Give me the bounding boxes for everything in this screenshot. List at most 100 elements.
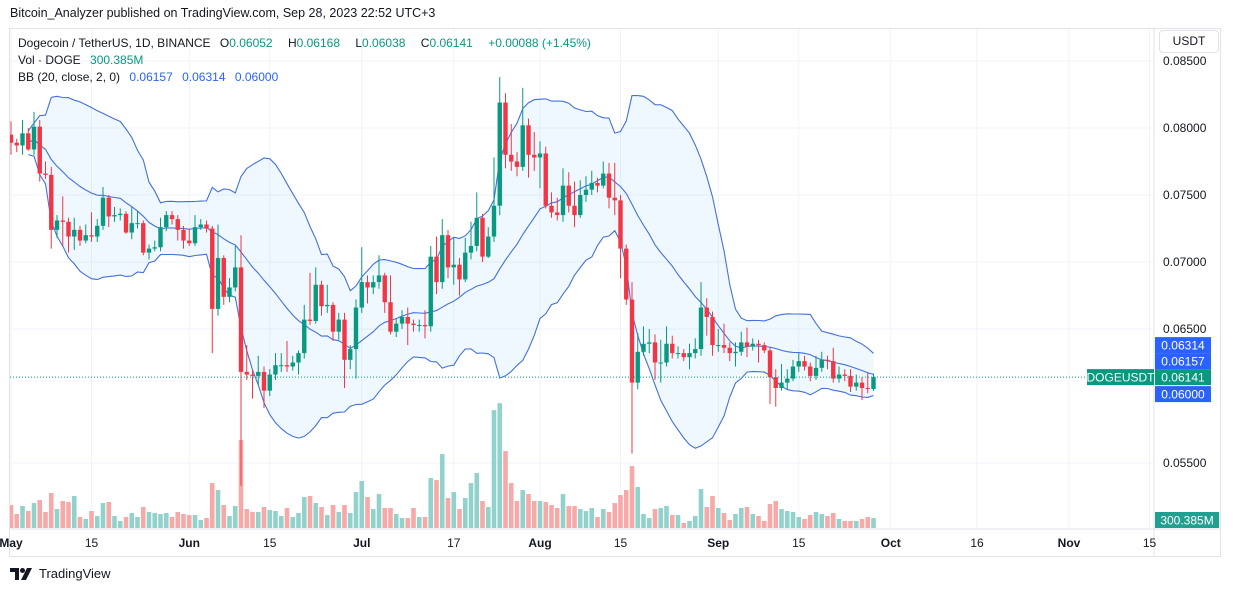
high-label: H bbox=[287, 36, 297, 50]
candle bbox=[463, 237, 468, 283]
candle-body bbox=[296, 353, 301, 363]
candle-body bbox=[520, 125, 525, 167]
volume-bar bbox=[462, 498, 468, 528]
candle bbox=[371, 275, 376, 295]
candle-body bbox=[624, 248, 629, 300]
volume-bar bbox=[342, 505, 347, 528]
candle bbox=[434, 236, 439, 295]
candle bbox=[10, 121, 14, 155]
volume-bar bbox=[278, 516, 284, 528]
candle-body bbox=[284, 365, 290, 367]
volume-bar bbox=[733, 514, 738, 528]
candle-body bbox=[474, 217, 479, 246]
volume-bar bbox=[123, 517, 129, 528]
change-value: +0.00088 (+1.45%) bbox=[488, 36, 591, 50]
candle-body bbox=[100, 197, 106, 226]
candle bbox=[146, 244, 152, 260]
candle bbox=[66, 217, 71, 253]
candle-body bbox=[572, 205, 577, 216]
candle-body bbox=[238, 267, 244, 372]
volume-bar bbox=[520, 490, 526, 528]
bb-label[interactable]: BB (20, close, 2, 0) bbox=[18, 70, 121, 84]
candle bbox=[491, 157, 497, 242]
volume-bar bbox=[169, 517, 175, 528]
volume-bar bbox=[738, 508, 744, 528]
volume-bar bbox=[71, 496, 77, 528]
candle-body bbox=[790, 366, 796, 379]
candle-body bbox=[721, 345, 727, 348]
candle-body bbox=[72, 229, 77, 237]
candle-body bbox=[675, 353, 681, 355]
candle bbox=[744, 327, 750, 358]
candle-body bbox=[198, 224, 203, 228]
candle bbox=[411, 319, 416, 332]
volume-label[interactable]: Vol · DOGE bbox=[18, 53, 81, 67]
time-tick-label: 15 bbox=[263, 536, 277, 550]
volume-price-label: 300.385M bbox=[1160, 513, 1213, 527]
candle bbox=[215, 224, 221, 316]
candle bbox=[739, 331, 744, 356]
price-axis: 0.08500 0.08000 0.07500 0.07000 0.06500 0.055… bbox=[1163, 54, 1207, 470]
candle bbox=[716, 329, 721, 352]
candle-body bbox=[175, 219, 180, 230]
candle bbox=[273, 353, 278, 380]
volume-bar bbox=[750, 514, 756, 528]
volume-bar bbox=[267, 510, 273, 528]
bb-upper-line bbox=[27, 95, 874, 354]
volume-bar bbox=[359, 481, 365, 528]
price-tick-label: 0.05500 bbox=[1163, 456, 1207, 470]
volume-bar bbox=[618, 495, 623, 528]
volume-bar bbox=[209, 483, 215, 528]
volume-bar bbox=[652, 509, 658, 528]
volume-bar bbox=[204, 518, 209, 528]
symbol-title[interactable]: Dogecoin / TetherUS, 1D, BINANCE bbox=[18, 36, 211, 50]
candle bbox=[60, 196, 65, 246]
candle-body bbox=[549, 205, 554, 213]
volume-bar bbox=[612, 503, 618, 528]
volume-bar bbox=[583, 511, 589, 528]
candle-body bbox=[652, 342, 658, 363]
candle bbox=[675, 346, 681, 359]
currency-button[interactable]: USDT bbox=[1159, 30, 1219, 53]
time-tick-label: 15 bbox=[614, 536, 628, 550]
candle-body bbox=[440, 235, 445, 283]
tradingview-logo-icon bbox=[10, 567, 32, 580]
candle-body bbox=[583, 189, 589, 195]
candle-body bbox=[606, 173, 612, 198]
candle-body bbox=[693, 349, 698, 354]
candle-body bbox=[83, 235, 88, 241]
candle bbox=[307, 272, 313, 325]
volume-bar bbox=[807, 515, 813, 528]
price-tick-label: 0.07000 bbox=[1163, 255, 1207, 269]
volume-bar bbox=[842, 521, 848, 528]
candle bbox=[560, 168, 566, 222]
time-tick-label: Jun bbox=[179, 536, 200, 550]
candle bbox=[233, 245, 238, 292]
volume-price-label-bg bbox=[1155, 512, 1219, 528]
volume-bar bbox=[411, 508, 416, 528]
volume-bar bbox=[330, 505, 336, 528]
candle bbox=[192, 215, 198, 246]
volume-bar bbox=[871, 518, 876, 528]
candle-body bbox=[273, 365, 278, 375]
time-tick-label: Aug bbox=[528, 536, 551, 550]
tradingview-logo-text: TradingView bbox=[39, 566, 111, 581]
candle-body bbox=[187, 240, 192, 244]
candle bbox=[842, 369, 847, 382]
candle-body bbox=[348, 349, 353, 360]
candle bbox=[43, 161, 48, 179]
candle-body bbox=[744, 342, 750, 347]
tradingview-logo[interactable]: TradingView bbox=[10, 566, 111, 581]
candle-body bbox=[49, 174, 54, 230]
candle bbox=[721, 323, 727, 354]
candle bbox=[261, 366, 267, 409]
candle bbox=[106, 195, 111, 228]
candle-body bbox=[854, 382, 859, 387]
candle bbox=[859, 377, 865, 401]
volume-bar bbox=[112, 516, 117, 528]
candle-body bbox=[77, 229, 83, 241]
candle-body bbox=[227, 287, 232, 297]
candle-body bbox=[813, 367, 819, 376]
volume-bar bbox=[756, 516, 761, 528]
